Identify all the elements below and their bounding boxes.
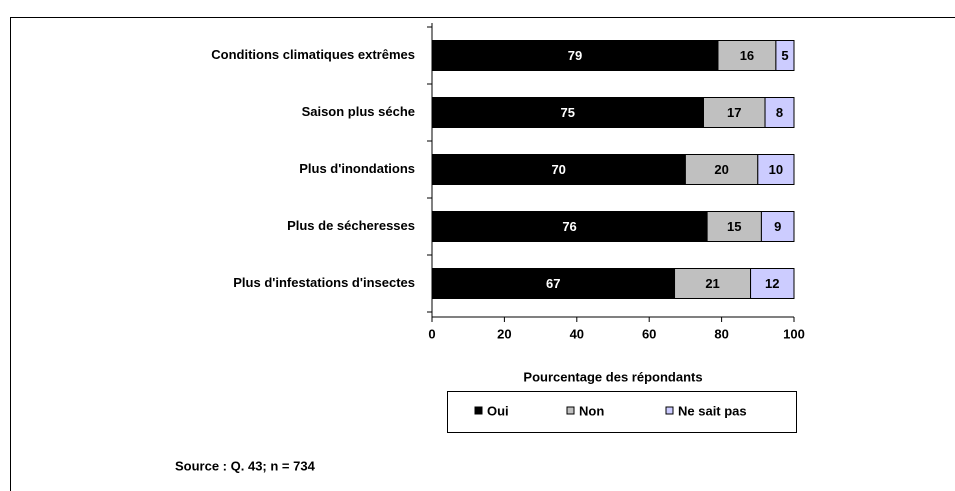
bar-segment [674,268,752,299]
data-label: 9 [774,219,781,234]
bar-segment [706,211,762,242]
data-label: 17 [727,105,741,120]
bar-segment [431,97,704,128]
bar-segment [431,154,686,185]
bar-segment [431,268,676,299]
legend-swatch [566,406,575,415]
x-tick-label: 80 [714,326,728,341]
legend-swatch [474,406,483,415]
x-tick-label: 0 [428,326,435,341]
legend-label: Oui [487,403,509,418]
y-tick-label: Conditions climatiques extrêmes [211,47,415,62]
data-label: 21 [705,276,719,291]
y-tick-label: Plus d'inondations [299,161,415,176]
bar-segment [684,154,759,185]
data-label: 76 [562,219,576,234]
x-tick-label: 100 [783,326,805,341]
data-label: 10 [769,162,783,177]
chart-frame [10,17,955,491]
legend-swatch [665,406,674,415]
data-label: 79 [568,48,582,63]
x-tick-label: 40 [570,326,584,341]
legend-label: Non [579,403,604,418]
x-tick-label: 20 [497,326,511,341]
y-tick-label: Saison plus séche [302,104,415,119]
bar-segment [775,40,795,71]
bar-segment [757,154,795,185]
legend-box [447,391,797,433]
source-note: Source : Q. 43; n = 734 [175,458,316,473]
data-label: 67 [546,276,560,291]
bar-segment [764,97,795,128]
data-label: 20 [714,162,728,177]
data-label: 70 [551,162,565,177]
bar-segment [750,268,795,299]
data-label: 75 [561,105,575,120]
legend-label: Ne sait pas [678,403,747,418]
x-tick-label: 60 [642,326,656,341]
data-label: 5 [781,48,788,63]
data-label: 12 [765,276,779,291]
data-label: 16 [740,48,754,63]
data-label: 15 [727,219,741,234]
bar-segment [431,211,708,242]
bar-segment [760,211,795,242]
bar-segment [703,97,766,128]
y-tick-label: Plus de sécheresses [287,218,415,233]
y-tick-label: Plus d'infestations d'insectes [233,275,415,290]
data-label: 8 [776,105,783,120]
x-axis-label: Pourcentage des répondants [523,369,702,384]
